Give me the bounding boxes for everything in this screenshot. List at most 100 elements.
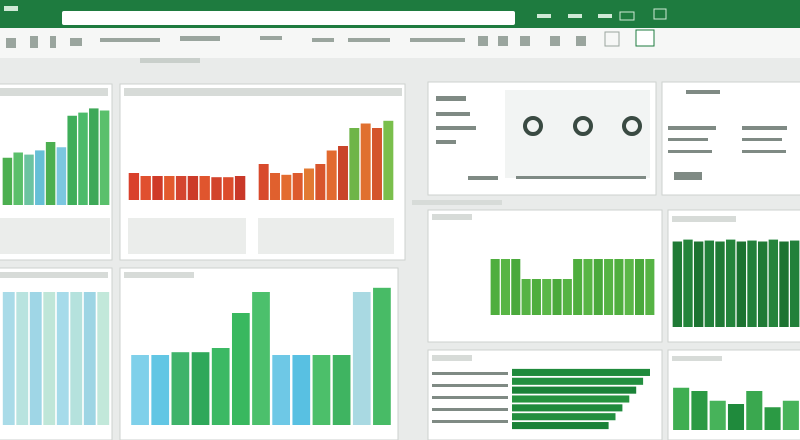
ribbon-button[interactable] xyxy=(604,31,620,47)
ribbon-button[interactable] xyxy=(576,36,586,46)
ribbon-button[interactable] xyxy=(30,36,38,48)
bar xyxy=(270,173,280,200)
bar xyxy=(715,241,725,327)
bar xyxy=(352,292,371,425)
panel-header xyxy=(0,88,108,96)
bar xyxy=(199,176,210,200)
ribbon-button[interactable] xyxy=(100,38,160,42)
ribbon-button[interactable] xyxy=(180,36,220,41)
ribbon-icons xyxy=(6,31,620,48)
bar xyxy=(56,292,69,425)
bar xyxy=(332,355,351,425)
bar xyxy=(56,147,67,205)
text-line xyxy=(436,126,476,130)
kpi-ring xyxy=(622,116,642,136)
bar xyxy=(171,352,190,425)
window-button[interactable] xyxy=(568,14,582,18)
bar xyxy=(24,154,34,205)
bar xyxy=(552,279,562,315)
window-button[interactable] xyxy=(598,14,612,18)
text-line xyxy=(432,420,508,423)
bar xyxy=(29,292,42,425)
bar xyxy=(35,150,45,205)
ribbon-button[interactable] xyxy=(498,36,508,46)
app-icon[interactable] xyxy=(4,6,18,11)
bar xyxy=(782,400,799,430)
text-line xyxy=(674,172,702,180)
bar xyxy=(272,355,291,425)
ribbon-button[interactable] xyxy=(635,29,655,47)
bar xyxy=(779,241,789,327)
text-line xyxy=(516,176,646,179)
bar xyxy=(223,177,234,200)
search-box[interactable] xyxy=(62,11,515,25)
bar xyxy=(234,176,246,200)
bar xyxy=(746,391,763,430)
bar xyxy=(89,108,99,205)
strip xyxy=(128,218,246,254)
bar xyxy=(16,292,29,425)
bar xyxy=(292,355,311,425)
bar xyxy=(747,240,757,327)
ribbon-button[interactable] xyxy=(6,38,16,48)
ribbon-button[interactable] xyxy=(348,38,390,42)
bar xyxy=(13,152,23,205)
bar xyxy=(258,164,269,200)
bar xyxy=(768,239,779,327)
text-line xyxy=(668,150,712,153)
bar xyxy=(211,348,230,425)
bar xyxy=(151,355,170,425)
panel-headers xyxy=(0,88,736,361)
ribbon-button[interactable] xyxy=(260,36,282,40)
text-line xyxy=(432,396,508,399)
text-line xyxy=(742,150,786,153)
charts xyxy=(2,108,800,430)
bar xyxy=(727,404,745,430)
text-line xyxy=(742,126,787,130)
bar xyxy=(500,259,511,315)
text-lines xyxy=(432,90,787,423)
bar xyxy=(43,292,56,425)
panel-header xyxy=(124,88,402,96)
bar xyxy=(211,177,222,200)
ribbon-button[interactable] xyxy=(410,38,465,42)
bar xyxy=(512,404,623,412)
bar xyxy=(593,259,603,315)
bar xyxy=(83,292,96,425)
text-line xyxy=(436,140,456,144)
bar xyxy=(614,259,624,315)
bar xyxy=(338,146,348,200)
bar xyxy=(725,239,736,327)
chart-decor xyxy=(0,218,394,254)
bar xyxy=(383,120,394,200)
ribbon-button[interactable] xyxy=(478,36,488,46)
panel-header xyxy=(672,216,736,222)
window-button[interactable] xyxy=(653,8,667,20)
ribbon-button[interactable] xyxy=(520,36,530,46)
bar xyxy=(70,292,83,425)
bar xyxy=(281,174,292,200)
bar xyxy=(45,142,56,205)
window-button[interactable] xyxy=(537,14,551,18)
text-line xyxy=(668,126,716,130)
bar xyxy=(672,241,683,327)
bar xyxy=(152,176,163,200)
bar xyxy=(583,259,593,315)
bar xyxy=(691,391,708,430)
text-line xyxy=(436,96,466,101)
window-button[interactable] xyxy=(619,11,635,21)
ribbon-button[interactable] xyxy=(50,36,56,48)
ribbon-button[interactable] xyxy=(550,36,560,46)
bar xyxy=(373,287,391,425)
bar xyxy=(292,173,303,200)
text-line xyxy=(432,384,508,387)
bar xyxy=(562,279,572,315)
text-line xyxy=(668,138,708,141)
ribbon-button[interactable] xyxy=(70,38,82,46)
bar xyxy=(315,164,326,200)
bar xyxy=(512,413,616,421)
bar xyxy=(604,259,614,315)
kpi-ring xyxy=(573,116,593,136)
ribbon-button[interactable] xyxy=(312,38,334,42)
